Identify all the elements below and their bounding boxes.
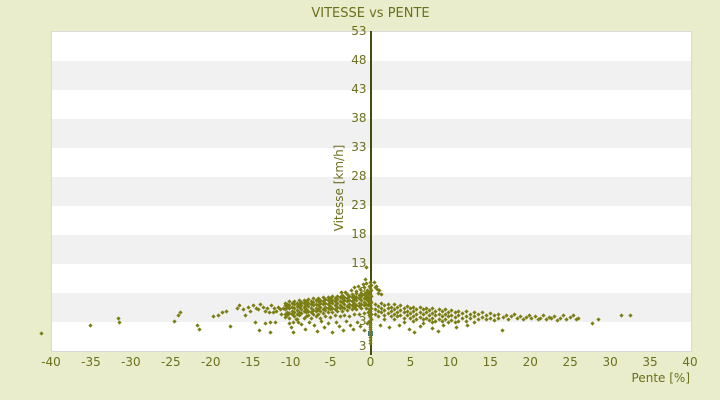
x-tick-label: -10: [280, 355, 301, 369]
y-tick-label: 18: [351, 227, 367, 241]
y-axis-line: [369, 31, 372, 355]
plot-band: [52, 32, 691, 61]
x-tick-label: 15: [482, 355, 498, 369]
x-tick-label: -25: [161, 355, 181, 369]
chart-title: VITESSE vs PENTE: [311, 6, 430, 21]
x-tick-label: -30: [121, 355, 141, 369]
x-tick-label: 40: [682, 355, 698, 369]
plot-band: [52, 177, 691, 206]
y-tick-label: 43: [351, 82, 367, 96]
x-tick-label: 25: [562, 355, 578, 369]
x-tick-label: -5: [324, 355, 337, 369]
y-axis-title: Vitesse [km/h]: [331, 144, 346, 232]
y-tick-label: 23: [351, 198, 367, 212]
x-tick-label: -20: [200, 355, 221, 369]
y-tick-label: 48: [351, 53, 367, 67]
plot-band: [52, 61, 691, 90]
x-tick-label: 30: [602, 355, 618, 369]
y-tick-label: 3: [358, 314, 367, 328]
x-tick-label: 35: [642, 355, 658, 369]
x-tick-label: 0: [366, 355, 375, 369]
plot-band: [52, 235, 691, 264]
y-axis-min-label: 3: [358, 339, 367, 353]
plot-band: [52, 206, 691, 235]
x-tick-label: 10: [442, 355, 459, 369]
y-tick-label: 33: [351, 140, 367, 154]
x-tick-label: -15: [240, 355, 261, 369]
y-tick-label: 13: [351, 256, 367, 270]
x-axis-title: Pente [%]: [631, 371, 690, 385]
y-tick-label: 53: [351, 24, 367, 38]
x-tick-label: 20: [522, 355, 538, 369]
x-tick-label: 5: [406, 355, 415, 369]
plot-band: [52, 148, 691, 177]
plot-area: [51, 31, 692, 352]
plot-band: [52, 119, 691, 148]
y-tick-label: 38: [351, 111, 367, 125]
plot-band: [52, 90, 691, 119]
data-point: [171, 318, 177, 324]
x-tick-label: -40: [41, 355, 61, 369]
y-tick-label: 28: [351, 169, 367, 183]
data-point: [39, 331, 44, 336]
x-tick-label: -35: [81, 355, 101, 369]
